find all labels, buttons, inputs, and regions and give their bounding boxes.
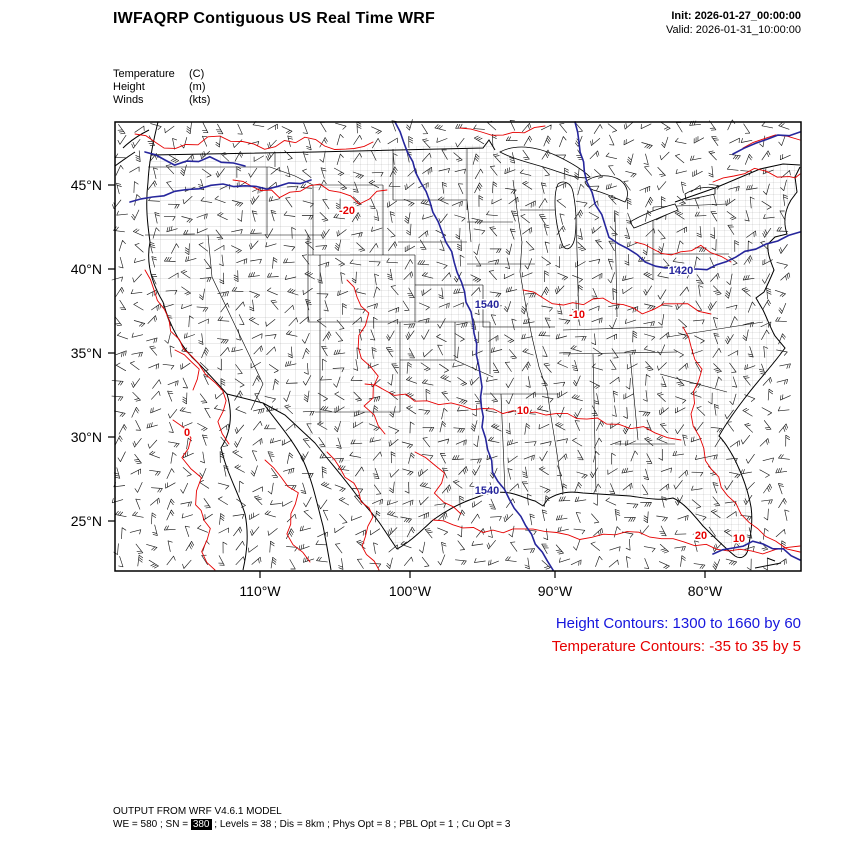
model-info-line2-pre: WE = 580 ; SN = <box>113 819 191 830</box>
page-title: IWFAQRP Contiguous US Real Time WRF <box>113 10 435 27</box>
temperature-contour-info: Temperature Contours: -35 to 35 by 5 <box>551 638 801 655</box>
variable-legend: Temperature (C) Height (m) Winds (kts) <box>113 68 210 107</box>
run-info: Init: 2026-01-27_00:00:00 Valid: 2026-01… <box>666 9 801 37</box>
wind-barbs <box>111 119 791 571</box>
height-contour-info: Height Contours: 1300 to 1660 by 60 <box>555 615 801 632</box>
svg-text:0: 0 <box>184 427 190 439</box>
y-tick-30n: 30°N <box>70 429 102 445</box>
temperature-contours <box>134 125 801 571</box>
x-tick-100w: 100°W <box>388 583 432 599</box>
svg-text:10: 10 <box>517 405 529 417</box>
y-tick-45n: 45°N <box>70 177 102 193</box>
x-tick-90w: 90°W <box>537 583 573 599</box>
svg-text:-10: -10 <box>569 309 585 321</box>
svg-text:20: 20 <box>695 530 707 542</box>
svg-text:10: 10 <box>733 533 745 545</box>
svg-text:-20: -20 <box>339 205 355 217</box>
height-contours <box>129 121 801 571</box>
svg-text:1540: 1540 <box>475 299 499 311</box>
legend-var-name: Temperature <box>113 68 175 80</box>
model-info-line2-post: ; Levels = 38 ; Dis = 8km ; Phys Opt = 8… <box>211 819 511 830</box>
valid-time: Valid: 2026-01-31_10:00:00 <box>666 24 801 36</box>
x-tick-110w: 110°W <box>239 583 281 599</box>
contour-labels: 1540 1540 1420 -20 -10 0 10 20 10 <box>182 204 746 547</box>
legend-var-unit: (C) <box>189 68 205 80</box>
legend-var-unit: (kts) <box>189 94 211 106</box>
county-texture <box>146 122 800 558</box>
state-boundaries <box>145 149 764 493</box>
svg-text:1540: 1540 <box>475 485 499 497</box>
legend-var-unit: (m) <box>189 81 206 93</box>
model-info-line2-highlight: 380 <box>190 819 212 830</box>
svg-text:1420: 1420 <box>669 265 693 277</box>
legend-row-height: Height (m) <box>113 81 210 94</box>
legend-var-name: Height <box>113 81 145 93</box>
y-tick-35n: 35°N <box>70 345 102 361</box>
model-info-line2: WE = 580 ; SN = 380 ; Levels = 38 ; Dis … <box>113 818 510 831</box>
legend-row-winds: Winds (kts) <box>113 94 210 107</box>
model-info: OUTPUT FROM WRF V4.6.1 MODEL WE = 580 ; … <box>113 805 510 831</box>
legend-var-name: Winds <box>113 94 144 106</box>
x-tick-80w: 80°W <box>687 583 723 599</box>
y-tick-40n: 40°N <box>70 261 102 277</box>
axis-ticks <box>108 184 706 578</box>
model-info-line1: OUTPUT FROM WRF V4.6.1 MODEL <box>113 806 282 817</box>
y-tick-25n: 25°N <box>70 513 102 529</box>
init-time: Init: 2026-01-27_00:00:00 <box>671 10 801 22</box>
great-lakes <box>499 146 716 250</box>
map-frame <box>108 121 802 578</box>
wrf-map: 1540 1540 1420 -20 -10 0 10 20 10 <box>108 119 802 578</box>
legend-row-temperature: Temperature (C) <box>113 68 210 81</box>
